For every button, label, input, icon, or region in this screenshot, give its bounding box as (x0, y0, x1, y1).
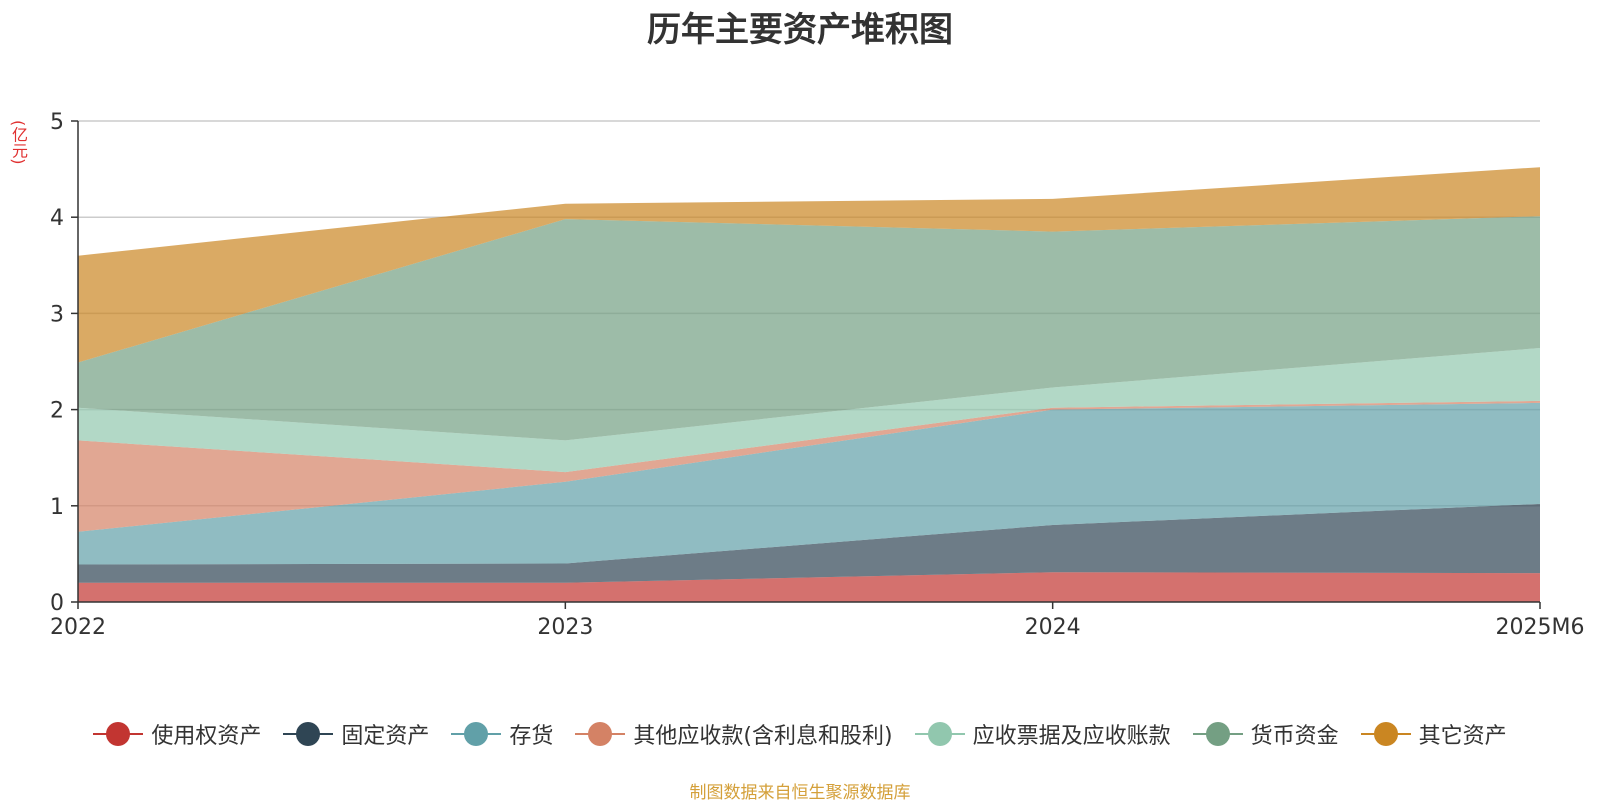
chart-title: 历年主要资产堆积图 (647, 10, 953, 50)
legend-label: 货币资金 (1250, 724, 1339, 749)
legend-label: 其他应收款(含利息和股利) (633, 724, 893, 749)
legend-item[interactable]: 固定资产 (283, 718, 429, 750)
area-series-2 (78, 402, 1540, 565)
x-tick-label: 2023 (537, 615, 593, 640)
legend-item[interactable]: 存货 (451, 718, 553, 750)
legend-label: 固定资产 (341, 724, 430, 749)
legend-item[interactable]: 其他应收款(含利息和股利) (575, 718, 893, 750)
legend-label: 应收票据及应收账款 (972, 724, 1171, 749)
legend-dot (296, 722, 321, 746)
legend-item[interactable]: 货币资金 (1192, 718, 1339, 750)
legend-dot (1205, 722, 1230, 746)
area-series-1 (78, 503, 1540, 583)
y-axis-unit-label: (亿元) (9, 120, 28, 165)
x-tick-label: 2022 (50, 615, 106, 640)
y-tick-label: 0 (50, 591, 64, 616)
legend-marker-icon (914, 721, 965, 747)
y-tick-label: 1 (50, 495, 64, 520)
area-series-0 (78, 572, 1540, 602)
legend: 使用权资产 固定资产 存货 其他应收款(含利息和股利) 应收票据及应收账款 货币资金 其它资… (0, 718, 1600, 750)
legend-dot (106, 722, 131, 746)
area-series-4 (78, 348, 1540, 473)
y-tick-label: 2 (50, 399, 64, 424)
x-tick-label: 2024 (1025, 615, 1081, 640)
legend-marker-icon (1192, 721, 1243, 747)
area-series-3 (78, 400, 1540, 532)
legend-dot (1373, 722, 1398, 746)
legend-item[interactable]: 使用权资产 (93, 718, 261, 750)
legend-marker-icon (575, 721, 626, 747)
area-series-5 (78, 216, 1540, 441)
legend-label: 其它资产 (1418, 724, 1507, 749)
legend-dot (927, 722, 952, 746)
legend-item[interactable]: 其它资产 (1360, 718, 1507, 750)
legend-dot (588, 722, 613, 746)
y-tick-label: 5 (50, 110, 64, 135)
legend-label: 存货 (509, 724, 554, 749)
legend-marker-icon (93, 721, 144, 747)
area-series-6 (78, 167, 1540, 363)
legend-label: 使用权资产 (151, 724, 262, 749)
legend-marker-icon (283, 721, 334, 747)
y-tick-label: 4 (50, 206, 64, 231)
legend-marker-icon (451, 721, 502, 747)
y-tick-label: 3 (50, 302, 64, 327)
legend-dot (464, 722, 489, 746)
x-tick-label: 2025M6 (1496, 615, 1585, 640)
legend-marker-icon (1360, 721, 1411, 747)
source-note: 制图数据来自恒生聚源数据库 (689, 783, 911, 800)
legend-item[interactable]: 应收票据及应收账款 (914, 718, 1171, 750)
